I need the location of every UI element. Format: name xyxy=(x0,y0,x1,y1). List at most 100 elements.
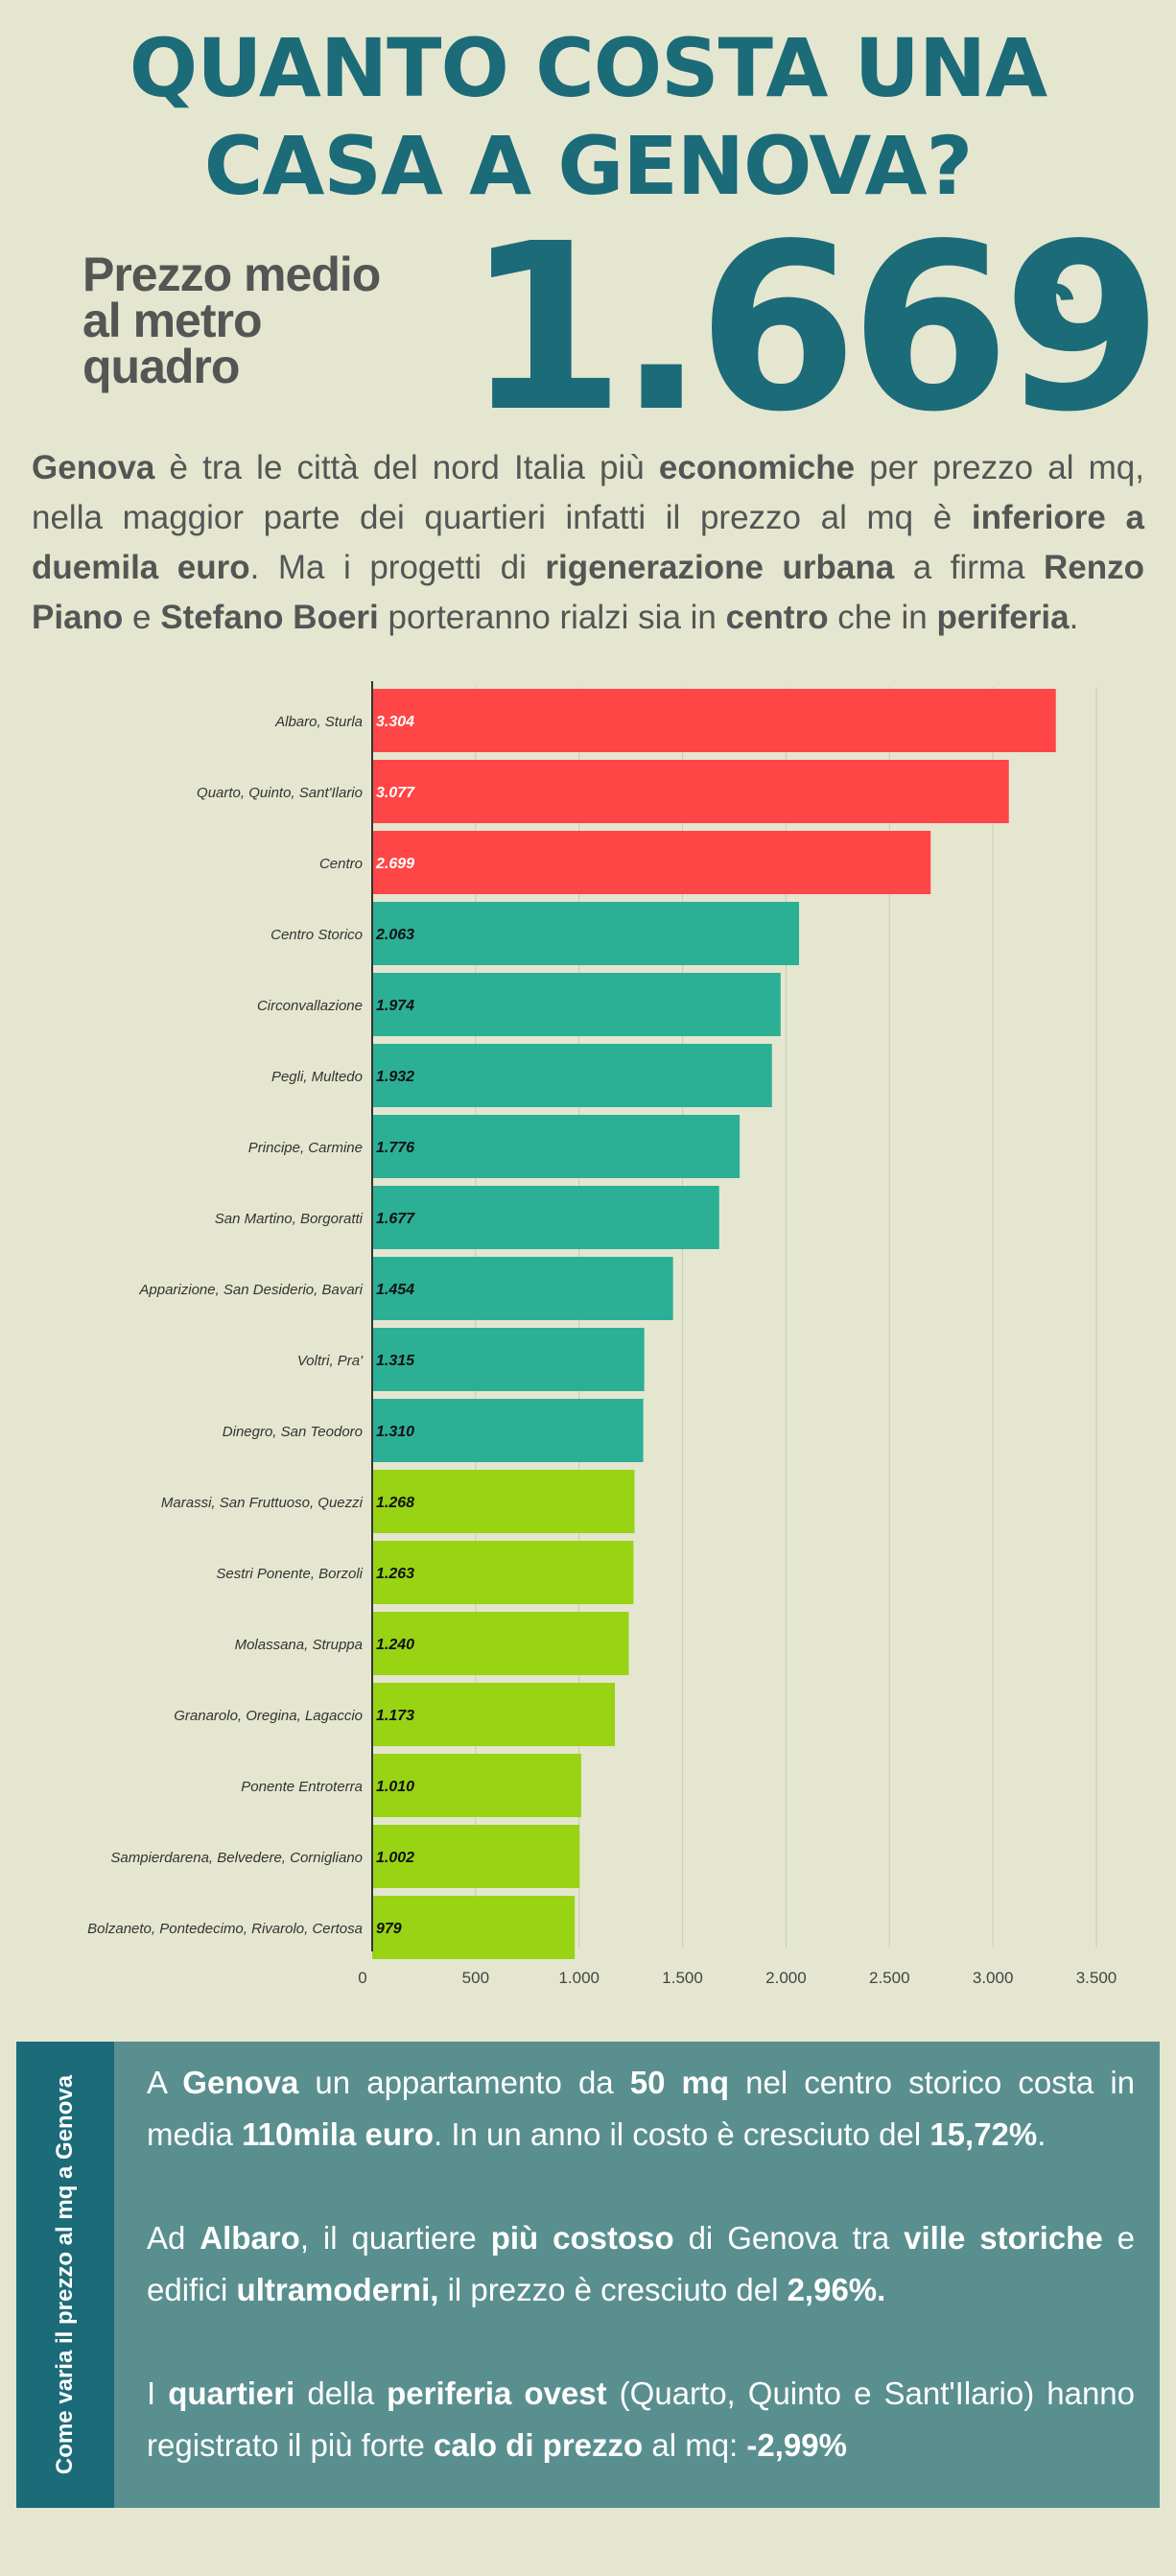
bold-text-segment: Genova xyxy=(182,2065,299,2100)
info-paragraph: I quartieri della periferia ovest (Quart… xyxy=(147,2368,1135,2471)
x-tick-label: 2.500 xyxy=(869,1969,910,1987)
bar-value-label: 2.063 xyxy=(375,927,414,943)
category-label: Centro Storico xyxy=(270,927,363,943)
bold-text-segment: Stefano Boeri xyxy=(160,599,379,636)
bold-text-segment: inferiore a duemila euro xyxy=(32,499,1144,586)
text-segment: I xyxy=(147,2375,169,2411)
bar-chart: 3.304 Albaro, Sturla 3.077 Quarto, Quinto, … xyxy=(87,681,1117,1987)
bar-value-label: 979 xyxy=(376,1921,402,1937)
x-tick-label: 0 xyxy=(358,1969,366,1987)
bar xyxy=(372,1896,576,1959)
bar-value-label: 1.776 xyxy=(376,1140,414,1156)
info-panel-text: A Genova un appartamento da 50 mq nel ce… xyxy=(147,2057,1135,2471)
text-segment: . xyxy=(1069,599,1079,636)
bar-value-label: 1.268 xyxy=(376,1495,414,1511)
category-label: Albaro, Sturla xyxy=(274,714,363,730)
text-segment: . xyxy=(1037,2116,1047,2152)
bar xyxy=(372,1683,616,1746)
bold-text-segment: ville storiche xyxy=(904,2220,1103,2256)
text-segment: . Ma i progetti di xyxy=(249,549,546,586)
bold-text-segment: Genova xyxy=(32,449,155,486)
bar-value-label: 1.173 xyxy=(376,1708,414,1724)
bold-text-segment: -2,99% xyxy=(746,2427,847,2463)
bar-value-label: 1.677 xyxy=(376,1211,415,1227)
bar xyxy=(372,831,931,894)
category-label: Voltri, Pra' xyxy=(297,1353,364,1369)
bar-value-label: 1.240 xyxy=(376,1637,414,1653)
bold-text-segment: quartieri xyxy=(168,2375,295,2411)
bold-text-segment: Renzo Piano xyxy=(32,549,1145,636)
subtitle-line-3: quadro xyxy=(82,340,240,393)
bar xyxy=(372,1186,719,1249)
bar xyxy=(372,1044,772,1107)
category-label: Centro xyxy=(319,856,363,872)
currency-symbol: € xyxy=(1024,265,1076,367)
bar xyxy=(372,1257,673,1320)
text-segment: e edifici xyxy=(147,2220,1135,2307)
text-segment: è tra le città del nord Italia più xyxy=(154,449,659,486)
text-segment: a firma xyxy=(894,549,1045,586)
bold-text-segment: 2,96%. xyxy=(787,2272,886,2307)
page-title: QUANTO COSTA UNA CASA A GENOVA? xyxy=(0,19,1176,215)
text-segment: un appartamento da xyxy=(298,2065,630,2100)
info-panel-sidebar: Come varia il prezzo al mq a Genova xyxy=(16,2042,114,2508)
text-segment: Ad xyxy=(147,2220,200,2256)
category-label: Granarolo, Oregina, Lagaccio xyxy=(174,1708,363,1724)
text-segment: al mq: xyxy=(643,2427,747,2463)
text-segment: A xyxy=(147,2065,183,2100)
bold-text-segment: rigenerazione urbana xyxy=(545,549,895,586)
text-segment: che in xyxy=(828,599,937,636)
bar-value-label: 1.010 xyxy=(376,1779,414,1795)
bar xyxy=(372,1612,629,1675)
bold-text-segment: economiche xyxy=(658,449,856,486)
bold-text-segment: periferia xyxy=(936,599,1070,636)
bar xyxy=(372,902,800,965)
x-tick-label: 1.500 xyxy=(662,1969,703,1987)
bar-value-label: 1.002 xyxy=(376,1850,414,1866)
text-segment: . In un anno il costo è cresciuto del xyxy=(434,2116,930,2152)
info-paragraph: Ad Albaro, il quartiere più costoso di G… xyxy=(147,2212,1135,2316)
bar-value-label: 1.932 xyxy=(376,1069,414,1085)
average-price-value: 1.669 xyxy=(465,194,1163,462)
bar xyxy=(372,760,1009,823)
category-label: Sestri Ponente, Borzoli xyxy=(216,1566,363,1582)
category-label: San Martino, Borgoratti xyxy=(215,1211,364,1227)
category-label: Apparizione, San Desiderio, Bavari xyxy=(138,1282,363,1298)
bar-value-label: 3.304 xyxy=(376,714,414,730)
category-label: Marassi, San Fruttuoso, Quezzi xyxy=(161,1495,364,1511)
bar xyxy=(372,1115,741,1178)
bar-value-label: 1.263 xyxy=(376,1566,414,1582)
category-label: Sampierdarena, Belvedere, Cornigliano xyxy=(110,1850,363,1866)
bar xyxy=(372,1399,644,1462)
bar-value-label: 2.699 xyxy=(375,856,414,872)
bar xyxy=(372,1328,645,1391)
text-segment: porteranno rialzi sia in xyxy=(378,599,726,636)
x-tick-label: 1.000 xyxy=(558,1969,600,1987)
text-segment: (Quarto, Quinto e Sant'Ilario) hanno reg… xyxy=(147,2375,1136,2463)
category-label: Dinegro, San Teodoro xyxy=(223,1424,363,1440)
bar xyxy=(372,1470,635,1533)
page-title-line-1: QUANTO COSTA UNA xyxy=(129,21,1047,115)
bold-text-segment: calo di prezzo xyxy=(433,2427,644,2463)
category-label: Quarto, Quinto, Sant'Ilario xyxy=(197,785,363,801)
text-segment: per prezzo al mq, nella maggior parte de… xyxy=(32,449,1144,536)
text-segment: e xyxy=(123,599,161,636)
x-tick-label: 2.000 xyxy=(765,1969,807,1987)
bold-text-segment: Albaro xyxy=(200,2220,300,2256)
text-segment: , il quartiere xyxy=(299,2220,491,2256)
category-label: Bolzaneto, Pontedecimo, Rivarolo, Certos… xyxy=(87,1921,363,1937)
bar xyxy=(372,689,1056,752)
bold-text-segment: ultramoderni, xyxy=(236,2272,439,2307)
bar-value-label: 1.454 xyxy=(376,1282,414,1298)
category-label: Pegli, Multedo xyxy=(271,1069,363,1085)
bar xyxy=(372,1825,580,1888)
text-segment: di Genova tra xyxy=(673,2220,905,2256)
category-label: Ponente Entroterra xyxy=(241,1779,363,1795)
bold-text-segment: centro xyxy=(725,599,829,636)
category-label: Principe, Carmine xyxy=(248,1140,363,1156)
x-tick-label: 500 xyxy=(462,1969,489,1987)
info-panel: Come varia il prezzo al mq a Genova A Ge… xyxy=(16,2042,1160,2508)
category-label: Circonvallazione xyxy=(257,998,363,1014)
text-segment: il prezzo è cresciuto del xyxy=(438,2272,788,2307)
bar xyxy=(372,1541,634,1604)
